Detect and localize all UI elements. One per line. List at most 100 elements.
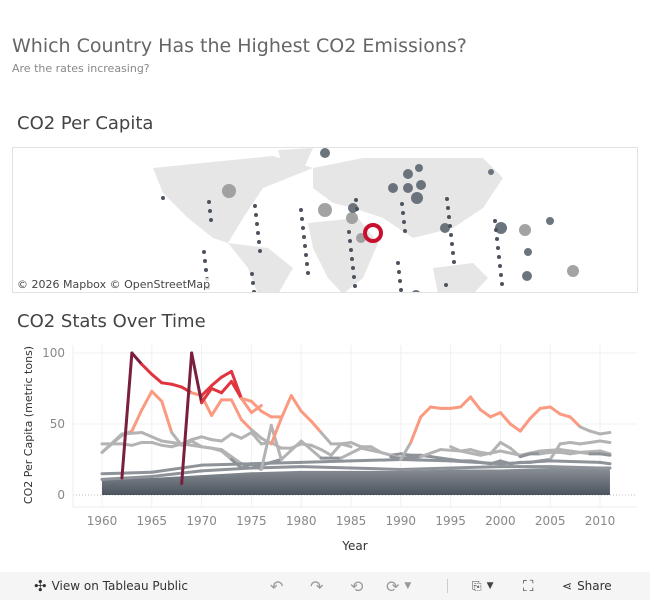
toolbar-divider [447, 579, 448, 593]
series-segment [498, 459, 552, 466]
series-segment [210, 375, 224, 388]
series-segment [200, 462, 253, 467]
country-marker [256, 231, 260, 235]
series-segment [598, 449, 612, 456]
country-marker [349, 248, 353, 252]
country-marker [351, 266, 355, 270]
series-segment [100, 470, 154, 476]
revert-icon[interactable]: ⟲ [350, 576, 364, 596]
country-marker [209, 218, 213, 222]
country-marker [161, 196, 165, 200]
country-markers[interactable] [161, 148, 579, 293]
series-segment [548, 465, 602, 470]
country-marker [494, 228, 498, 232]
country-marker [299, 208, 303, 212]
x-tick-label: 1995 [435, 514, 466, 528]
country-marker [451, 251, 455, 255]
co2-map[interactable]: © 2026 Mapbox © OpenStreetMap [12, 147, 638, 293]
series-segment [598, 452, 612, 457]
toolbar: ✣ View on Tableau Public ↶ ↷ ⟲ ⟳ ▼ ⎘ ▼ ⛶… [0, 572, 650, 600]
series-segment [578, 425, 592, 433]
series-segment [329, 442, 343, 457]
country-marker [204, 268, 208, 272]
series-segment [488, 440, 502, 456]
series-segment [150, 463, 204, 474]
series-segment [239, 462, 253, 470]
chart-title: CO2 Stats Over Time [17, 311, 206, 332]
country-marker [252, 290, 256, 292]
country-marker [346, 212, 358, 224]
series-segment [160, 399, 174, 435]
series-segment [259, 423, 273, 471]
series-segment [478, 450, 492, 456]
series-segment [249, 428, 263, 440]
country-marker [446, 206, 450, 210]
series-segment [249, 431, 263, 446]
series-segment [210, 438, 224, 443]
series-segment [200, 384, 214, 398]
series-segment [249, 460, 303, 466]
country-marker [403, 169, 413, 179]
map-attribution[interactable]: © 2026 Mapbox © OpenStreetMap [15, 278, 213, 291]
series-segment [548, 405, 562, 416]
x-tick-label: 2005 [535, 514, 566, 528]
country-marker [318, 203, 332, 217]
download-icon[interactable]: ⎘ ▼ [472, 578, 494, 593]
series-segment [130, 440, 144, 447]
fullscreen-icon[interactable]: ⛶ [523, 577, 534, 595]
country-marker [255, 222, 259, 226]
series-segment [518, 452, 532, 459]
series-segment [498, 411, 512, 426]
series-line [449, 440, 612, 459]
country-marker [352, 275, 356, 279]
undo-icon[interactable]: ↶ [270, 576, 284, 596]
series-segment [389, 455, 403, 461]
series-segment [558, 412, 572, 419]
country-marker [203, 259, 207, 263]
map-canvas[interactable] [13, 148, 638, 293]
series-segment [538, 405, 552, 410]
series-segment [449, 405, 463, 410]
series-segment [170, 431, 184, 447]
series-segment [279, 394, 293, 420]
series-segment [140, 362, 154, 376]
series-segment [588, 439, 602, 444]
series-segment [140, 431, 164, 443]
view-on-tableau-button[interactable]: ✣ View on Tableau Public [34, 577, 188, 595]
country-marker [398, 279, 402, 283]
series-segment [429, 405, 443, 410]
series-segment [548, 459, 602, 464]
country-marker [403, 183, 413, 193]
map-title: CO2 Per Capita [17, 113, 154, 134]
country-marker [399, 288, 403, 292]
series-segment [399, 440, 413, 461]
series-line [180, 351, 263, 486]
series-segment [568, 440, 582, 446]
country-marker [353, 284, 357, 288]
country-marker [305, 262, 309, 266]
series-segment [190, 435, 204, 442]
series-segment [578, 450, 592, 456]
series-segment [190, 439, 204, 449]
series-segment [399, 466, 453, 471]
x-tick-label: 2010 [585, 514, 616, 528]
series-segment [349, 440, 363, 449]
series-segment [229, 379, 243, 400]
country-marker [496, 246, 500, 250]
share-icon: ⋖ [562, 579, 573, 593]
series-segment [100, 433, 124, 454]
series-segment [100, 475, 154, 481]
redo-icon[interactable]: ↷ [310, 576, 324, 596]
co2-line-chart[interactable]: 1960 1965 1970 1975 1980 1985 1990 1995 2000 2005… [0, 335, 650, 565]
series-segment [309, 419, 323, 435]
country-marker [347, 230, 351, 234]
series-segment [469, 395, 482, 412]
share-button[interactable]: ⋖ Share [562, 579, 612, 593]
country-marker [495, 237, 499, 241]
x-tick-label: 1975 [236, 514, 267, 528]
x-tick-label: 1990 [386, 514, 417, 528]
series-segment [538, 450, 552, 456]
x-tick-label: 1965 [137, 514, 168, 528]
series-segment [150, 440, 164, 447]
refresh-icon[interactable]: ⟳ ▼ [386, 576, 412, 596]
